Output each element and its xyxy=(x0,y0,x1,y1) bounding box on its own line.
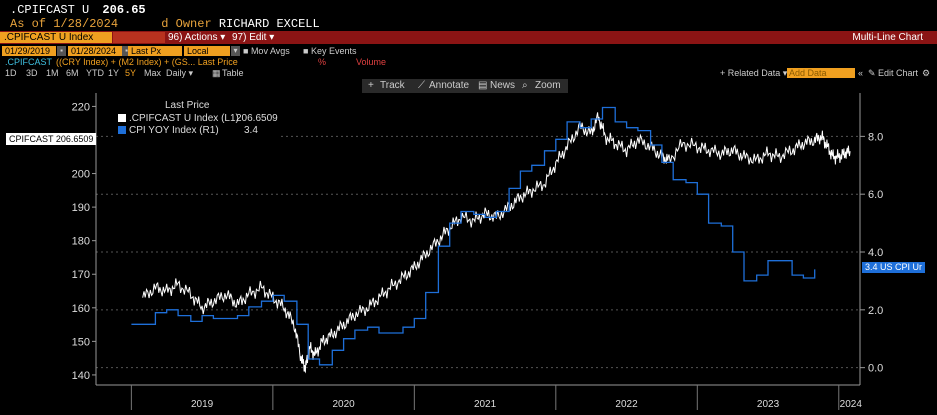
as-of-date: As of 1/28/2024 xyxy=(10,17,119,31)
x-tick-label: 2020 xyxy=(332,399,355,410)
pencil-icon: ✎ xyxy=(868,68,876,78)
track-button[interactable]: Track xyxy=(380,80,405,91)
left-tick-label: 150 xyxy=(72,336,90,348)
legend-label: CPI YOY Index (R1) xyxy=(129,125,219,136)
security-field[interactable]: .CPIFCAST U Index xyxy=(0,32,112,43)
legend-swatch xyxy=(118,126,126,134)
series-line-cpifcast xyxy=(142,112,851,374)
timeframe-3d[interactable]: 3D xyxy=(26,68,38,78)
chart-toolbar: + Track ⟋ Annotate ▤ News ⌕ Zoom xyxy=(362,79,568,93)
gear-icon[interactable]: ⚙ xyxy=(922,68,931,78)
asof-line: As of 1/28/2024 d Owner RICHARD EXCELL xyxy=(10,17,320,31)
series-name: .CPIFCAST xyxy=(5,57,53,67)
x-tick-label: 2019 xyxy=(191,399,214,410)
calendar-icon[interactable]: ▪ xyxy=(122,46,131,56)
legend-value: 3.4 xyxy=(244,125,258,136)
timeframe-ytd[interactable]: YTD xyxy=(86,68,104,78)
edit-chart-button[interactable]: Edit Chart xyxy=(878,68,919,78)
owner-label: d Owner xyxy=(161,17,212,31)
right-value-tag: 3.4 US CPI Ur xyxy=(862,262,926,273)
timeframe-1m[interactable]: 1M xyxy=(46,68,59,78)
chart-legend: Last Price .CPIFCAST U Index (L1) 206.65… xyxy=(113,100,278,140)
timeframe-6m[interactable]: 6M xyxy=(66,68,79,78)
chart-type-title: Multi-Line Chart xyxy=(852,32,923,43)
news-button[interactable]: News xyxy=(490,80,516,91)
table-icon[interactable]: ▦ xyxy=(212,68,221,78)
right-tick-label: 6.0 xyxy=(868,189,883,201)
right-tick-label: 4.0 xyxy=(868,247,883,259)
annotate-icon: ⟋ xyxy=(418,80,425,91)
right-tick-label: 0.0 xyxy=(868,363,883,375)
function-bar: .CPIFCAST U Index 96) Actions ▾ 97) Edit… xyxy=(0,31,937,44)
left-tick-label: 170 xyxy=(72,269,90,281)
table-button[interactable]: Table xyxy=(222,68,244,78)
legend-value: 206.6509 xyxy=(236,113,278,124)
start-date-field[interactable]: 01/29/2019 xyxy=(2,46,56,56)
percent-toggle[interactable]: % xyxy=(318,57,327,67)
timeframe-1y[interactable]: 1Y xyxy=(108,68,120,78)
left-tick-label: 180 xyxy=(72,236,90,248)
timeframe-1d[interactable]: 1D xyxy=(5,68,17,78)
actions-menu[interactable]: 96) Actions ▾ xyxy=(168,32,226,43)
zoom-icon: ⌕ xyxy=(522,80,528,91)
news-icon: ▤ xyxy=(478,80,488,91)
x-axis: 2019 2020 2021 2022 2023 2024 xyxy=(96,384,863,410)
edit-menu[interactable]: 97) Edit ▾ xyxy=(232,32,275,43)
frequency-select[interactable]: Daily ▾ xyxy=(166,68,194,78)
formula-bar: .CPIFCAST ((CRY Index) + (M2 Index) + (G… xyxy=(0,57,937,67)
left-tick-label: 190 xyxy=(72,202,90,214)
collapse-icon[interactable]: « xyxy=(858,68,864,78)
series-layer xyxy=(131,106,851,374)
left-value-tag: CPIFCAST 206.6509 xyxy=(6,133,97,145)
chart-header: .CPIFCAST U 206.65 As of 1/28/2024 d Own… xyxy=(0,0,937,32)
legend-title: Last Price xyxy=(165,100,210,111)
zoom-button[interactable]: Zoom xyxy=(535,80,561,91)
key-events-label: Key Events xyxy=(310,46,357,56)
related-data-button[interactable]: + Related Data ▾ xyxy=(720,68,788,78)
price-field-select[interactable]: Last Px xyxy=(128,46,182,56)
ticker-line: .CPIFCAST U 206.65 xyxy=(10,3,146,17)
ticker-symbol: .CPIFCAST U xyxy=(10,3,90,17)
timeframe-bar: 1D 3D 1M 6M YTD 1Y 5Y Max Daily ▾ ▦ Tabl… xyxy=(0,67,937,79)
last-value: 206.65 xyxy=(102,3,146,17)
right-tick-label: 8.0 xyxy=(868,131,883,143)
legend-row-cpi-yoy[interactable]: CPI YOY Index (R1) 3.4 xyxy=(118,125,276,136)
annotate-button[interactable]: Annotate xyxy=(429,80,470,91)
x-tick-label: 2021 xyxy=(474,399,497,410)
legend-swatch xyxy=(118,114,126,122)
left-tick-label: 220 xyxy=(72,101,90,113)
volume-toggle[interactable]: Volume xyxy=(356,57,387,67)
mov-avgs-label: Mov Avgs xyxy=(250,46,290,56)
legend-row-cpifcast[interactable]: .CPIFCAST U Index (L1) 206.6509 xyxy=(118,113,278,124)
x-tick-label: 2023 xyxy=(757,399,780,410)
checkbox-icon: ■ xyxy=(303,46,311,56)
track-icon: + xyxy=(368,80,374,91)
key-events-toggle[interactable]: ■ Key Events xyxy=(303,46,356,56)
currency-dropdown-icon[interactable]: ▾ xyxy=(231,46,240,56)
owner-name: RICHARD EXCELL xyxy=(218,17,320,31)
security-dropdown[interactable] xyxy=(113,32,165,43)
right-tick-label: 2.0 xyxy=(868,305,883,317)
x-tick-label: 2022 xyxy=(615,399,638,410)
timeframe-5y[interactable]: 5Y xyxy=(125,68,137,78)
options-bar: 01/29/2019 ▪ 01/28/2024 ▪ Last Px Local … xyxy=(0,45,937,66)
legend-label: .CPIFCAST U Index (L1) xyxy=(129,113,239,124)
end-date-field[interactable]: 01/28/2024 xyxy=(68,46,122,56)
left-tick-label: 140 xyxy=(72,370,90,382)
date-range-button[interactable]: ▪ xyxy=(57,46,66,56)
currency-select[interactable]: Local CCY xyxy=(184,46,230,66)
left-tick-label: 160 xyxy=(72,303,90,315)
series-line-cpi-yoy xyxy=(131,106,816,366)
x-tick-label: 2024 xyxy=(840,399,863,410)
checkbox-icon: ■ xyxy=(243,46,251,56)
add-data-input[interactable]: Add Data xyxy=(787,68,855,78)
timeframe-max[interactable]: Max xyxy=(144,68,162,78)
mov-avgs-toggle[interactable]: ■ Mov Avgs xyxy=(243,46,290,56)
left-tick-label: 200 xyxy=(72,169,90,181)
formula-text[interactable]: ((CRY Index) + (M2 Index) + (GS... Last … xyxy=(56,57,238,67)
